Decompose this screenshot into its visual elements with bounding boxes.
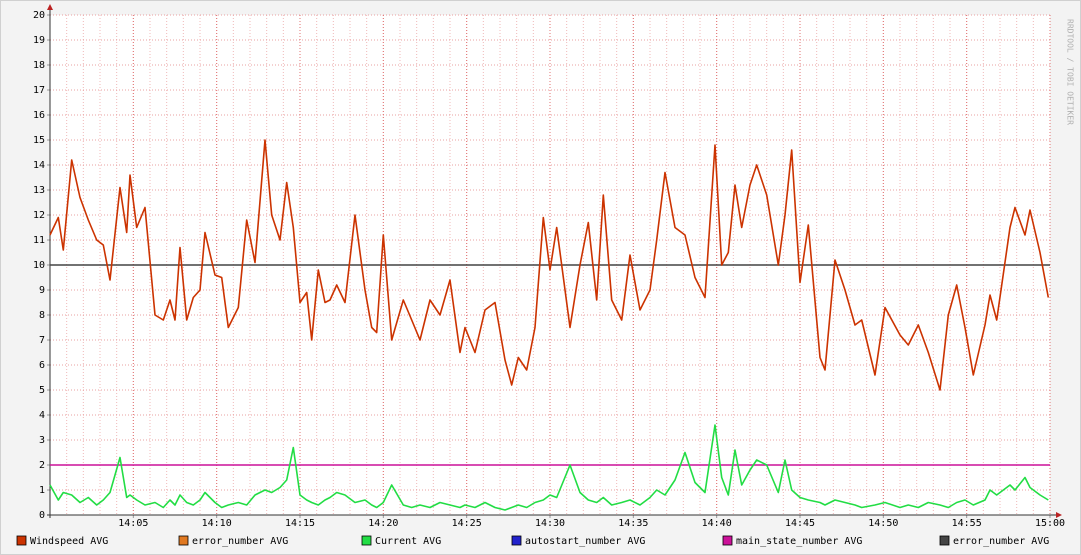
x-tick-label: 14:10 xyxy=(202,518,232,529)
y-tick-label: 8 xyxy=(39,310,45,321)
y-tick-label: 16 xyxy=(33,110,45,121)
legend-label: Windspeed AVG xyxy=(30,536,108,547)
y-tick-label: 10 xyxy=(33,260,45,271)
y-axis-arrow xyxy=(47,4,53,10)
legend-swatch xyxy=(178,535,189,546)
series-line xyxy=(49,139,1050,391)
x-tick-label: 14:40 xyxy=(702,518,732,529)
y-tick-label: 0 xyxy=(39,510,45,521)
legend-swatch xyxy=(511,535,522,546)
y-tick-label: 17 xyxy=(33,85,45,96)
x-tick-label: 14:35 xyxy=(618,518,648,529)
series-line xyxy=(49,424,1049,511)
y-tick-label: 9 xyxy=(39,285,45,296)
legend-label: main_state_number AVG xyxy=(736,536,862,547)
y-tick-label: 1 xyxy=(39,485,45,496)
y-tick-label: 13 xyxy=(33,185,45,196)
x-tick-label: 14:25 xyxy=(452,518,482,529)
y-tick-label: 14 xyxy=(33,160,45,171)
y-tick-label: 3 xyxy=(39,435,45,446)
legend-swatch xyxy=(939,535,950,546)
x-tick-label: 14:15 xyxy=(285,518,315,529)
x-tick-label: 14:50 xyxy=(868,518,898,529)
watermark: RRDTOOL / TOBI OETIKER xyxy=(1066,19,1075,125)
legend-swatch xyxy=(722,535,733,546)
x-tick-label: 14:55 xyxy=(952,518,982,529)
y-tick-label: 2 xyxy=(39,460,45,471)
x-axis-arrow xyxy=(1056,512,1062,518)
y-tick-label: 20 xyxy=(33,10,45,21)
y-tick-label: 11 xyxy=(33,235,45,246)
y-tick-label: 12 xyxy=(33,210,45,221)
y-tick-label: 6 xyxy=(39,360,45,371)
x-tick-label: 15:00 xyxy=(1035,518,1065,529)
legend-swatch xyxy=(361,535,372,546)
legend-swatch xyxy=(16,535,27,546)
legend-label: error_number AVG xyxy=(953,536,1049,547)
y-tick-label: 5 xyxy=(39,385,45,396)
y-tick-label: 7 xyxy=(39,335,45,346)
legend-label: Current AVG xyxy=(375,536,441,547)
x-tick-label: 14:20 xyxy=(368,518,398,529)
y-tick-label: 18 xyxy=(33,60,45,71)
y-tick-label: 4 xyxy=(39,410,45,421)
y-tick-label: 15 xyxy=(33,135,45,146)
legend-label: autostart_number AVG xyxy=(525,536,645,547)
x-tick-label: 14:05 xyxy=(118,518,148,529)
y-tick-label: 19 xyxy=(33,35,45,46)
x-tick-label: 14:30 xyxy=(535,518,565,529)
x-tick-label: 14:45 xyxy=(785,518,815,529)
legend-label: error_number AVG xyxy=(192,536,288,547)
